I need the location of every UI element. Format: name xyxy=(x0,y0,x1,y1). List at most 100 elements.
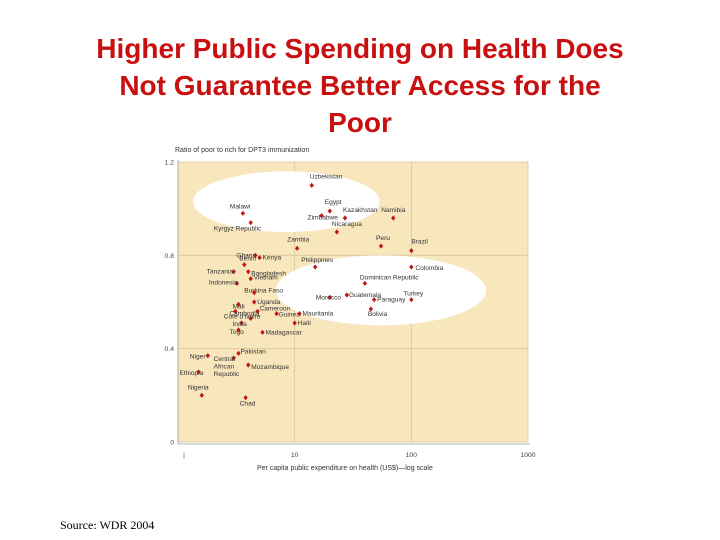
point-ethiopia xyxy=(196,369,201,375)
label-vietnam: Vietnam xyxy=(254,275,279,282)
x-tick-label: 1000 xyxy=(520,452,535,459)
label-nigeria: Nigeria xyxy=(188,384,209,391)
point-kazakhstan xyxy=(342,215,348,221)
label-dominican-republic: Dominican Republic xyxy=(360,274,419,281)
label-chad: Chad xyxy=(240,401,256,408)
label-zimbabwe: Zimbabwe xyxy=(308,215,339,222)
point-peru xyxy=(378,243,384,249)
label-niger: Niger xyxy=(190,354,207,361)
label-benin: Benin xyxy=(239,256,256,263)
point-burkina-faso xyxy=(252,290,257,296)
slide-title: Higher Public Spending on Health Does No… xyxy=(0,30,720,141)
point-cameroon xyxy=(255,308,260,314)
title-line-1: Higher Public Spending on Health Does xyxy=(96,33,624,64)
point-zambia xyxy=(294,245,300,251)
x-tick-mark: | xyxy=(183,452,185,459)
point-paraguay xyxy=(371,297,377,303)
y-tick-label: 0 xyxy=(170,440,174,447)
point-india xyxy=(239,320,244,326)
label-pakistan: Pakistan xyxy=(240,348,266,355)
label-kyrgyz-republic: Kyrgyz Republic xyxy=(214,226,262,233)
point-niger xyxy=(205,353,210,359)
point-cote-d-ivoire xyxy=(248,315,253,321)
point-mozambique xyxy=(246,362,251,368)
point-kyrgyz-republic xyxy=(248,220,253,226)
point-nigeria xyxy=(199,392,205,398)
point-namibia xyxy=(391,215,396,221)
y-axis-label: Ratio of poor to rich for DPT3 immunizat… xyxy=(175,147,309,154)
point-mali xyxy=(236,301,241,307)
point-guinea xyxy=(274,311,279,317)
point-bangladesh xyxy=(246,269,251,275)
x-tick-label: 10 xyxy=(291,452,299,459)
title-line-2: Not Guarantee Better Access for the xyxy=(119,70,601,101)
axes xyxy=(177,160,530,445)
label-madagascar: Madagascar xyxy=(265,329,302,336)
label-bangladesh: Bangladesh xyxy=(251,271,286,278)
label-malawi: Malawi xyxy=(230,203,251,210)
label-peru: Peru xyxy=(376,235,390,242)
highlight-ellipse-1 xyxy=(193,171,380,233)
point-bolivia xyxy=(368,306,374,312)
label-haiti: Haiti xyxy=(298,320,312,327)
point-madagascar xyxy=(260,329,265,335)
point-tanzania xyxy=(231,269,236,275)
point-uganda xyxy=(252,299,257,305)
label-egypt: Egypt xyxy=(325,199,342,206)
label-cameroon: Cameroon xyxy=(259,305,290,312)
point-guatemala xyxy=(344,292,350,298)
point-haiti xyxy=(292,320,297,326)
label-uganda: Uganda xyxy=(257,299,280,306)
point-zimbabwe xyxy=(319,213,324,219)
label-india: India xyxy=(232,321,247,328)
label-togo: Togo xyxy=(229,329,244,336)
point-philippines xyxy=(313,264,318,270)
title-line-3: Poor xyxy=(328,107,392,138)
label-philippines: Philippines xyxy=(301,257,334,264)
label-kazakhstan: Kazakhstan xyxy=(343,207,378,214)
highlight-ellipses xyxy=(193,171,487,326)
highlight-ellipse-2 xyxy=(276,255,487,326)
y-tick-label: 0.4 xyxy=(165,346,175,353)
label-burkina-faso: Burkina Faso xyxy=(244,288,283,295)
y-tick-label: 1.2 xyxy=(165,160,175,167)
label-mauritania: Mauritania xyxy=(302,311,333,318)
point-togo xyxy=(236,327,241,333)
label-guinea: Guinea xyxy=(279,312,301,319)
point-ghana xyxy=(253,252,258,258)
label-mali: Mali xyxy=(232,303,245,310)
label-turkey: Turkey xyxy=(403,291,424,298)
point-malawi xyxy=(240,210,246,216)
label-indonesia: Indonesia xyxy=(209,279,238,286)
point-indonesia xyxy=(234,280,240,286)
label-cambodia: Cambodia xyxy=(229,310,259,317)
point-dominican-republic xyxy=(362,280,368,286)
label-colombia: Colombia xyxy=(415,265,443,272)
label-ghana: Ghana xyxy=(236,252,256,259)
label-zambia: Zambia xyxy=(287,236,309,243)
label-brazil: Brazil xyxy=(411,239,428,246)
point-chad xyxy=(243,395,248,401)
point-turkey xyxy=(409,297,414,303)
label-guatemala: Guatemala xyxy=(349,292,382,299)
point-pakistan xyxy=(236,350,241,356)
label-central-african-republic: Central African Republic xyxy=(214,356,240,378)
label-ethiopia: Ethiopia xyxy=(180,370,204,377)
y-tick-label: 0.8 xyxy=(165,253,175,260)
point-colombia xyxy=(409,264,414,270)
x-tick-label: 100 xyxy=(406,452,418,459)
label-morocco: Morocco xyxy=(316,294,342,301)
label-paraguay: Paraguay xyxy=(377,297,406,304)
point-mauritania xyxy=(297,311,302,317)
x-axis-label: Per capita public expenditure on health … xyxy=(257,465,433,472)
label-namibia: Namibia xyxy=(381,207,406,214)
label-bolivia: Bolivia xyxy=(368,311,388,318)
point-nicaragua xyxy=(334,229,340,235)
tick-labels: 10 100 1000 | 0 0.4 0.8 1.2 xyxy=(165,160,536,460)
label-nicaragua: Nicaragua xyxy=(332,221,362,228)
point-morocco xyxy=(327,294,332,300)
label-kenya: Kenya xyxy=(263,255,282,262)
label-mozambique: Mozambique xyxy=(251,364,289,371)
